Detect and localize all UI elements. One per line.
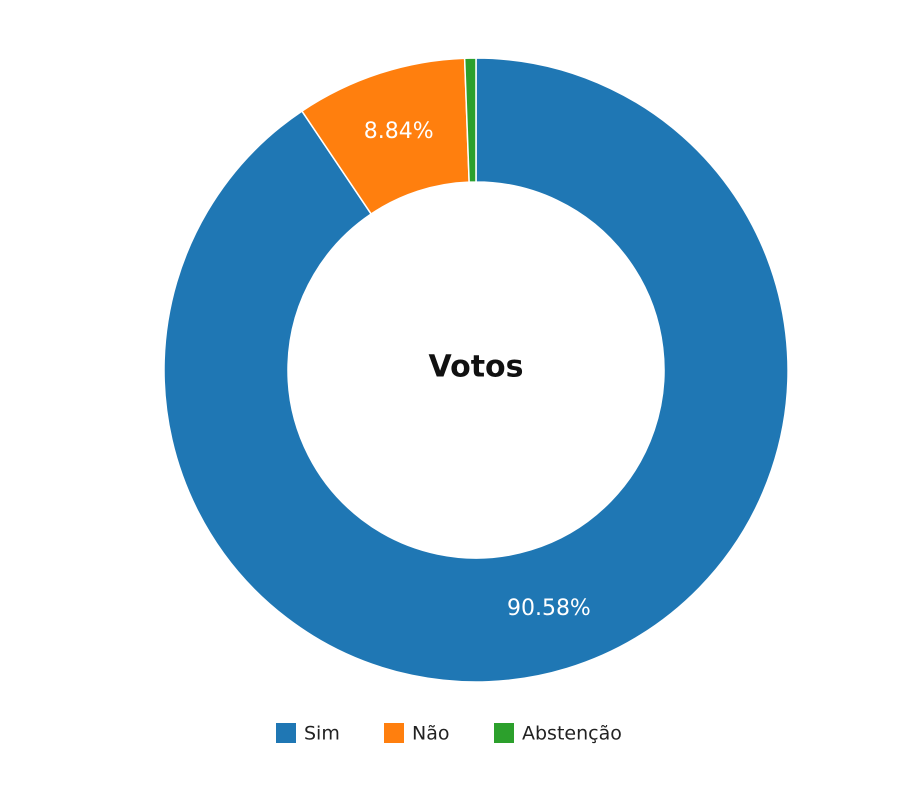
slice-label: 8.84%: [364, 119, 434, 144]
legend-label: Não: [412, 723, 449, 745]
donut-slice: [463, 57, 477, 183]
legend-swatch: [276, 723, 296, 743]
legend-swatch: [494, 723, 514, 743]
legend-label: Abstenção: [522, 723, 622, 745]
chart-title: Votos: [429, 350, 524, 385]
legend-label: Sim: [304, 723, 340, 745]
donut-slice: [163, 57, 789, 683]
legend-swatch: [384, 723, 404, 743]
slice-label: 90.58%: [507, 596, 591, 621]
